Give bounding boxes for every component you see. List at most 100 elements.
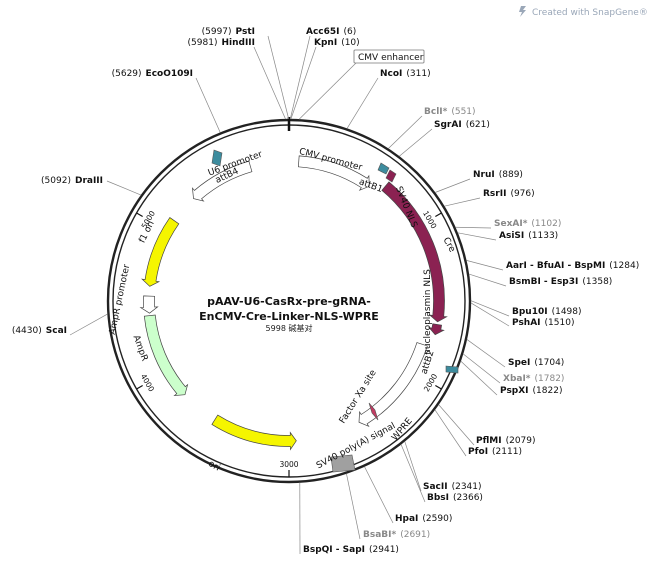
site-bsmbi-esp3i: BsmBI - Esp3I (1358) xyxy=(509,277,612,287)
feature-ori xyxy=(211,414,297,451)
leader-line xyxy=(298,62,357,120)
svg-text:(5629)EcoO109I: (5629) EcoO109I xyxy=(112,69,193,79)
site-pshai: PshAI (1510) xyxy=(512,318,574,328)
leader-line xyxy=(346,77,379,129)
feature-ampr xyxy=(143,314,189,396)
site-kpni: KpnI (10) xyxy=(314,38,360,48)
svg-text:BsmBI - Esp3I(1358): BsmBI - Esp3I (1358) xyxy=(509,277,612,287)
feature-ampr-promoter xyxy=(139,295,159,314)
tick-label-2000: 2000 xyxy=(422,372,439,393)
svg-text:BbsI(2366): BbsI (2366) xyxy=(427,493,483,503)
feature-label-attb1: attB1 xyxy=(357,177,383,195)
feature-attb1 xyxy=(377,162,390,175)
feature-attb2 xyxy=(445,365,459,374)
leader-line xyxy=(468,273,507,287)
cmv-enhancer-text: CMV enhancer xyxy=(358,53,424,63)
site-pspxi: PspXI (1822) xyxy=(500,386,562,396)
plasmid-length: 5998 碱基对 xyxy=(266,323,313,333)
site-spei: SpeI (1704) xyxy=(508,358,564,368)
svg-text:SgrAI(621): SgrAI (621) xyxy=(434,120,490,130)
leader-line xyxy=(400,444,426,503)
snapgene-logo-icon xyxy=(519,6,526,17)
feature-label-nucleoplasmin-nls: nucleoplasmin NLS xyxy=(423,269,433,355)
plasmid-name-line2: EnCMV-Cre-Linker-NLS-WPRE xyxy=(199,310,379,323)
site-ecoo109i: (5629) EcoO109I xyxy=(112,69,193,79)
svg-text:Bpu10I(1498): Bpu10I (1498) xyxy=(512,307,582,317)
leader-line xyxy=(434,409,467,457)
site-sexai: SexAI* (1102) xyxy=(494,219,561,229)
svg-text:BspQI - SapI(2941): BspQI - SapI (2941) xyxy=(303,545,399,555)
svg-text:PflMI(2079): PflMI (2079) xyxy=(476,436,536,446)
leader-line xyxy=(434,178,471,193)
feature-sv40-nls xyxy=(385,169,397,183)
feature-cmv-promoter xyxy=(298,155,370,191)
svg-text:BclI*(551): BclI* (551) xyxy=(424,107,476,117)
watermark: Created with SnapGene® xyxy=(519,6,648,18)
feature-u6-promoter xyxy=(192,160,253,202)
site-bsabi: BsaBI* (2691) xyxy=(363,530,430,540)
feature-wpre xyxy=(358,342,428,428)
svg-text:Acc65I(6): Acc65I (6) xyxy=(306,27,356,37)
leader-line xyxy=(455,226,492,229)
site-aari-bfuai-bspmi: AarI - BfuAI - BspMI (1284) xyxy=(506,261,639,271)
svg-text:SacII(2341): SacII (2341) xyxy=(423,482,482,492)
leader-line xyxy=(470,300,510,317)
watermark-text: Created with SnapGene® xyxy=(532,8,648,18)
feature-label-ampr: AmpR xyxy=(131,334,150,363)
site-pflmi: PflMI (2079) xyxy=(476,436,536,446)
svg-text:AsiSI(1133): AsiSI (1133) xyxy=(499,231,558,241)
plasmid-title: pAAV-U6-CasRx-pre-gRNA- EnCMV-Cre-Linker… xyxy=(199,295,379,333)
site-pfoi: PfoI (2111) xyxy=(468,447,522,457)
feature-nucleoplasmin-nls xyxy=(428,323,445,336)
svg-text:SexAI*(1102): SexAI* (1102) xyxy=(494,219,561,229)
svg-text:KpnI(10): KpnI (10) xyxy=(314,38,360,48)
site-sgrai: SgrAI (621) xyxy=(434,120,490,130)
leader-line xyxy=(346,473,361,540)
leader-line xyxy=(388,115,423,149)
feature-label-ori: ori xyxy=(206,459,221,474)
site-ncoi: NcoI (311) xyxy=(380,69,431,79)
svg-text:PfoI(2111): PfoI (2111) xyxy=(468,447,522,457)
feature-attb4 xyxy=(211,149,223,167)
leader-line xyxy=(470,302,510,327)
site-nrui: NruI (889) xyxy=(473,170,523,180)
leader-line xyxy=(460,360,498,396)
leader-line xyxy=(106,180,142,196)
svg-text:AarI - BfuAI - BspMI(1284): AarI - BfuAI - BspMI (1284) xyxy=(506,261,639,271)
svg-text:NruI(889): NruI (889) xyxy=(473,170,523,180)
svg-text:(4430)ScaI: (4430) ScaI xyxy=(12,326,67,336)
leader-line xyxy=(253,46,286,120)
leader-line xyxy=(466,260,504,271)
tick-label-3000: 3000 xyxy=(279,460,298,469)
site-asisi: AsiSI (1133) xyxy=(499,231,558,241)
svg-text:HpaI(2590): HpaI (2590) xyxy=(395,514,452,524)
site-leader-lines xyxy=(69,35,510,555)
svg-text:SpeI(1704): SpeI (1704) xyxy=(508,358,564,368)
site-bbsi: BbsI (2366) xyxy=(427,493,483,503)
site-rsrii: RsrII (976) xyxy=(483,189,535,199)
tick-1000 xyxy=(435,212,442,218)
site-bspqi-sapi: BspQI - SapI (2941) xyxy=(303,545,399,555)
leader-line xyxy=(444,197,481,207)
site-acc65i: Acc65I (6) xyxy=(306,27,356,37)
leader-line xyxy=(195,77,221,133)
cmv-enhancer-label: CMV enhancer xyxy=(353,49,425,64)
tick-label-4000: 4000 xyxy=(139,372,156,393)
site-bpu10i: Bpu10I (1498) xyxy=(512,307,582,317)
leader-line xyxy=(399,128,433,157)
svg-text:(5997)PstI: (5997) PstI xyxy=(202,27,255,37)
site-hpai: HpaI (2590) xyxy=(395,514,452,524)
leader-line xyxy=(462,353,501,384)
feature-label-sv40-nls: SV40 NLS xyxy=(393,185,419,229)
leader-line xyxy=(438,404,475,446)
leader-line xyxy=(466,339,506,368)
leader-line xyxy=(457,232,497,241)
svg-text:PspXI(1822): PspXI (1822) xyxy=(500,386,562,396)
leader-line xyxy=(404,441,422,492)
site-xbai: XbaI* (1782) xyxy=(503,374,564,384)
tick-5000 xyxy=(136,212,143,218)
site-draiii: (5092) DraIII xyxy=(41,176,103,186)
feature-factor-xa-site xyxy=(368,402,379,421)
tick-2000 xyxy=(435,384,442,390)
site-bcli: BclI* (551) xyxy=(424,107,476,117)
